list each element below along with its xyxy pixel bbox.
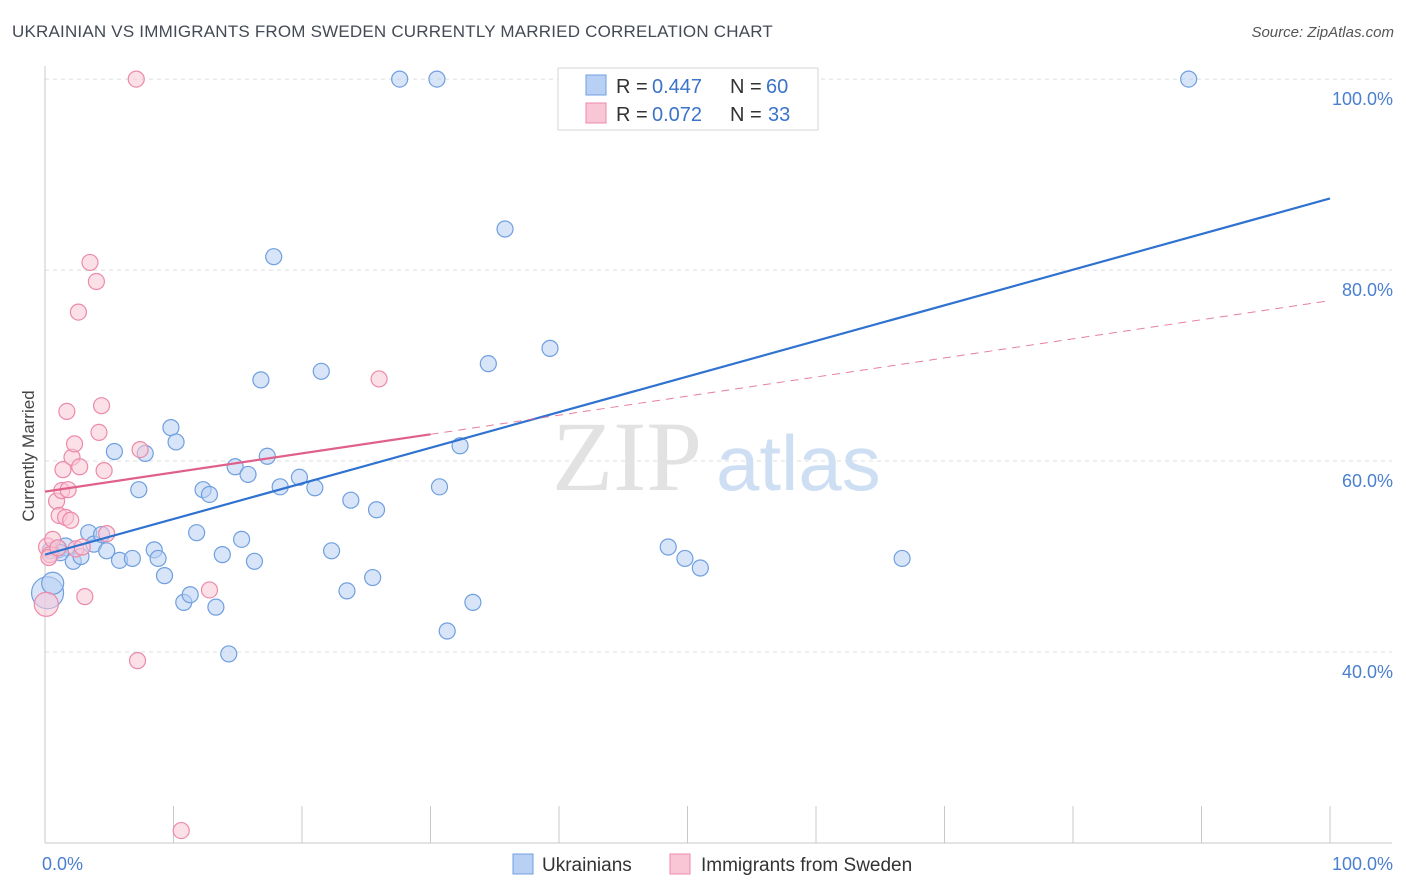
sweden-point-23 xyxy=(95,461,113,480)
ukrainian-point-51 xyxy=(496,220,514,238)
ukrainian-point-45 xyxy=(428,70,446,88)
ukrainian-point-36 xyxy=(290,468,309,486)
sweden-point-13 xyxy=(65,435,84,453)
sweden-point-25 xyxy=(127,70,145,88)
ukrainian-point-10 xyxy=(105,442,123,461)
ukrainian-point-52 xyxy=(541,339,559,357)
ukrainian-point-57 xyxy=(1180,70,1198,88)
y-tick-label-2: 80.0% xyxy=(1342,280,1393,300)
ukrainian-point-16 xyxy=(149,549,167,568)
ukrainian-point-53 xyxy=(659,538,677,556)
sweden-point-26 xyxy=(128,652,147,670)
y-axis-label: Currently Married xyxy=(19,390,38,521)
legend-n-value-1: 60 xyxy=(766,76,788,98)
tick-labels: 40.0% 60.0% 80.0% 100.0% 0.0% 100.0% xyxy=(42,89,1393,874)
ukrainian-point-29 xyxy=(233,530,251,548)
legend-r-value-2: 0.072 xyxy=(652,104,702,126)
sweden-point-0 xyxy=(33,591,59,617)
watermark-zip: ZIP xyxy=(552,401,702,512)
ukrainian-point-40 xyxy=(338,582,356,600)
series-legend-swatch-ukrainians xyxy=(512,853,534,875)
ukrainian-point-12 xyxy=(123,549,141,568)
series-legend-swatch-sweden xyxy=(669,853,691,875)
ukrainian-point-21 xyxy=(181,586,199,604)
y-tick-label-1: 60.0% xyxy=(1342,471,1393,491)
sweden-point-27 xyxy=(131,440,149,459)
ukrainian-point-54 xyxy=(676,549,694,568)
legend-r-label-2: R = xyxy=(616,104,648,126)
ukrainian-point-44 xyxy=(391,70,409,88)
grid xyxy=(45,78,1392,653)
ukrainian-point-17 xyxy=(155,567,174,585)
chart-title: UKRAINIAN VS IMMIGRANTS FROM SWEDEN CURR… xyxy=(12,22,774,41)
legend-r-label-1: R = xyxy=(616,76,648,98)
y-tick-label-3: 100.0% xyxy=(1332,89,1393,109)
ukrainian-point-19 xyxy=(167,433,185,451)
legend-n-label-2: N = xyxy=(730,104,762,126)
ukrainians-trend-line xyxy=(44,197,1331,556)
ukrainian-point-34 xyxy=(265,248,283,266)
ukrainian-point-46 xyxy=(430,478,449,496)
ukrainian-point-43 xyxy=(367,501,386,519)
sweden-point-21 xyxy=(90,423,108,442)
sweden-point-19 xyxy=(81,253,99,272)
legend-r-value-1: 0.447 xyxy=(652,76,702,98)
ukrainian-point-42 xyxy=(364,568,382,587)
sweden-point-16 xyxy=(71,458,89,476)
sweden-point-29 xyxy=(200,581,219,599)
sweden-point-20 xyxy=(87,272,106,291)
ukrainian-point-38 xyxy=(312,362,330,380)
y-tick-label-0: 40.0% xyxy=(1342,662,1393,682)
legend: R = 0.447 N = 60 R = 0.072 N = 33 xyxy=(557,67,819,131)
ukrainian-point-9 xyxy=(98,542,116,560)
ukrainian-point-1 xyxy=(41,571,65,595)
sweden-trend-line xyxy=(44,433,431,493)
legend-n-value-2: 33 xyxy=(768,104,790,126)
sweden-point-7 xyxy=(54,461,72,479)
series-legend-label-ukrainians: Ukrainians xyxy=(542,855,632,876)
watermark-atlas: atlas xyxy=(716,419,881,507)
axes xyxy=(44,66,1392,844)
ukrainian-point-22 xyxy=(188,524,206,542)
ukrainian-point-31 xyxy=(245,552,264,570)
sweden-point-18 xyxy=(76,588,94,606)
ukrainian-point-27 xyxy=(220,645,238,663)
ukrainian-point-49 xyxy=(464,593,482,611)
ukrainian-point-30 xyxy=(239,465,257,484)
sweden-point-11 xyxy=(62,511,80,529)
legend-swatch-sweden xyxy=(585,102,607,124)
ukrainian-point-41 xyxy=(342,491,360,509)
ukrainian-point-33 xyxy=(258,447,276,465)
series-legend-label-sweden: Immigrants from Sweden xyxy=(701,855,912,876)
x-tick-label-0: 0.0% xyxy=(42,854,83,874)
source-credit: Source: ZipAtlas.com xyxy=(1251,24,1394,41)
ukrainian-point-47 xyxy=(438,622,456,640)
ukrainian-point-26 xyxy=(213,546,231,564)
sweden-point-28 xyxy=(172,821,190,840)
sweden-point-9 xyxy=(58,402,76,420)
sweden-point-15 xyxy=(69,303,88,321)
ukrainian-point-39 xyxy=(322,542,341,560)
sweden-trend-extension xyxy=(430,300,1331,435)
sweden-point-30 xyxy=(370,370,388,388)
x-tick-label-1: 100.0% xyxy=(1332,854,1393,874)
ukrainian-point-18 xyxy=(162,419,180,437)
series-legend: Ukrainians Immigrants from Sweden xyxy=(512,853,912,876)
legend-n-label-1: N = xyxy=(730,76,762,98)
trend-lines xyxy=(44,197,1331,556)
ukrainian-point-13 xyxy=(130,481,148,499)
legend-swatch-ukrainians xyxy=(585,74,607,96)
ukrainian-point-55 xyxy=(691,559,709,577)
watermark: ZIP atlas xyxy=(552,401,881,512)
ukrainian-point-56 xyxy=(893,549,911,568)
ukrainian-point-32 xyxy=(252,371,270,389)
ukrainian-point-25 xyxy=(207,598,225,616)
ukrainian-point-50 xyxy=(479,355,497,373)
sweden-point-22 xyxy=(92,397,111,415)
ukrainian-point-24 xyxy=(200,485,219,504)
